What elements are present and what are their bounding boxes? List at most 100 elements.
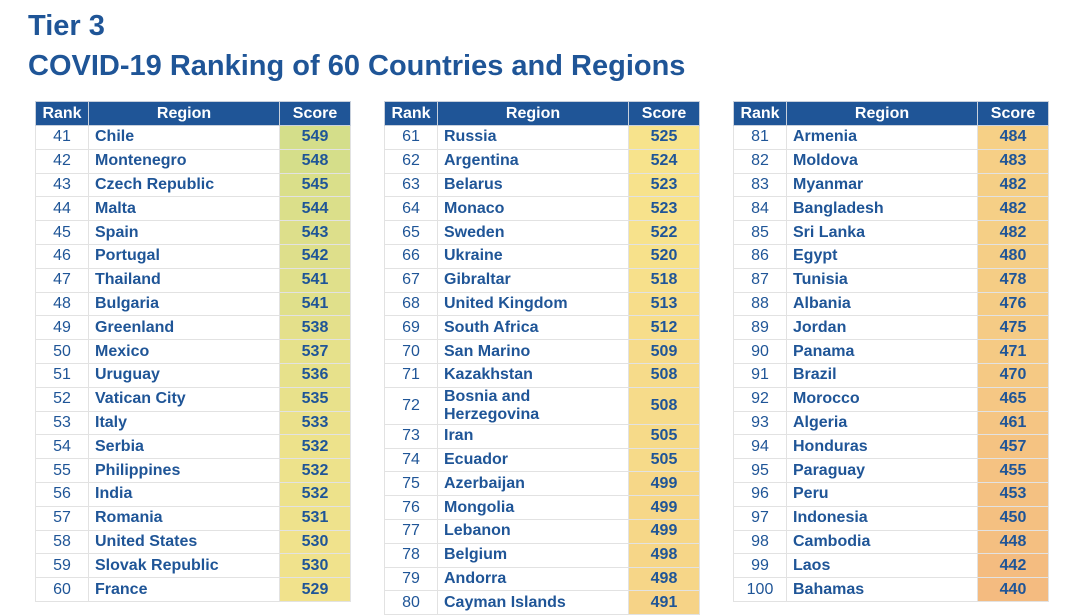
region-cell: Jordan	[786, 315, 978, 341]
score-cell: 471	[977, 339, 1049, 364]
rank-cell: 94	[733, 434, 787, 460]
table-row: 76 Mongolia 499	[384, 495, 700, 520]
score-cell: 499	[628, 518, 700, 544]
score-cell: 533	[279, 410, 351, 436]
score-cell: 470	[977, 362, 1049, 388]
region-cell: Bangladesh	[786, 196, 978, 222]
region-cell: Peru	[786, 481, 978, 507]
table-row: 48 Bulgaria 541	[35, 291, 351, 317]
score-cell: 544	[279, 196, 351, 222]
region-cell: Albania	[786, 291, 978, 317]
region-header: Region	[88, 101, 280, 126]
score-cell: 532	[279, 481, 351, 507]
region-cell: Cambodia	[786, 529, 978, 555]
table-row: 73 Iran 505	[384, 423, 700, 449]
rank-cell: 52	[35, 386, 89, 412]
rank-cell: 87	[733, 267, 787, 293]
table-row: 63 Belarus 523	[384, 172, 700, 198]
rank-cell: 80	[384, 590, 438, 615]
table-row: 52 Vatican City 535	[35, 386, 351, 412]
table-row: 56 India 532	[35, 481, 351, 507]
score-cell: 505	[628, 423, 700, 449]
rank-cell: 96	[733, 481, 787, 507]
table-row: 43 Czech Republic 545	[35, 172, 351, 198]
region-cell: Honduras	[786, 434, 978, 460]
table-row: 93 Algeria 461	[733, 410, 1049, 436]
rank-cell: 92	[733, 386, 787, 412]
score-cell: 532	[279, 458, 351, 483]
table-row: 95 Paraguay 455	[733, 458, 1049, 483]
region-cell: Malta	[88, 196, 280, 222]
rank-cell: 68	[384, 291, 438, 317]
score-cell: 529	[279, 577, 351, 602]
score-cell: 480	[977, 243, 1049, 269]
region-cell: Brazil	[786, 362, 978, 388]
rank-cell: 100	[733, 577, 787, 602]
rank-cell: 98	[733, 529, 787, 555]
region-cell: Cayman Islands	[437, 590, 629, 615]
table-row: 71 Kazakhstan 508	[384, 362, 700, 388]
score-cell: 483	[977, 148, 1049, 174]
rank-cell: 71	[384, 362, 438, 388]
score-cell: 541	[279, 291, 351, 317]
region-cell: Armenia	[786, 125, 978, 150]
table-row: 78 Belgium 498	[384, 542, 700, 568]
table-row: 42 Montenegro 548	[35, 148, 351, 174]
score-cell: 482	[977, 220, 1049, 245]
region-cell: Gibraltar	[437, 267, 629, 293]
table-row: 57 Romania 531	[35, 505, 351, 531]
rank-cell: 97	[733, 505, 787, 531]
score-cell: 523	[628, 196, 700, 222]
score-cell: 448	[977, 529, 1049, 555]
rank-cell: 46	[35, 243, 89, 269]
region-cell: Moldova	[786, 148, 978, 174]
score-cell: 499	[628, 471, 700, 497]
rank-cell: 95	[733, 458, 787, 483]
rank-header: Rank	[733, 101, 787, 126]
region-cell: Czech Republic	[88, 172, 280, 198]
score-cell: 530	[279, 553, 351, 579]
region-cell: Ecuador	[437, 447, 629, 473]
rank-cell: 90	[733, 339, 787, 364]
region-cell: Paraguay	[786, 458, 978, 483]
rank-cell: 43	[35, 172, 89, 198]
score-cell: 549	[279, 125, 351, 150]
rank-cell: 55	[35, 458, 89, 483]
rank-cell: 99	[733, 553, 787, 579]
rank-cell: 93	[733, 410, 787, 436]
rank-header: Rank	[35, 101, 89, 126]
score-cell: 542	[279, 243, 351, 269]
table-row: 83 Myanmar 482	[733, 172, 1049, 198]
rank-cell: 51	[35, 362, 89, 388]
ranking-table-3: Rank Region Score 81 Armenia 484 82 Moldova 483 8…	[733, 101, 1049, 602]
rank-cell: 41	[35, 125, 89, 150]
page-title: Tier 3	[28, 10, 105, 42]
region-cell: Thailand	[88, 267, 280, 293]
rank-cell: 83	[733, 172, 787, 198]
region-cell: France	[88, 577, 280, 602]
region-cell: South Africa	[437, 315, 629, 341]
region-cell: Egypt	[786, 243, 978, 269]
table-row: 97 Indonesia 450	[733, 505, 1049, 531]
table-row: 53 Italy 533	[35, 410, 351, 436]
table-row: 62 Argentina 524	[384, 148, 700, 174]
region-cell: United States	[88, 529, 280, 555]
rank-cell: 69	[384, 315, 438, 341]
table-row: 44 Malta 544	[35, 196, 351, 222]
region-cell: Belgium	[437, 542, 629, 568]
rank-cell: 72	[384, 386, 438, 425]
score-cell: 453	[977, 481, 1049, 507]
score-cell: 450	[977, 505, 1049, 531]
region-cell: Argentina	[437, 148, 629, 174]
table-row: 41 Chile 549	[35, 125, 351, 150]
table-row: 94 Honduras 457	[733, 434, 1049, 460]
rank-header: Rank	[384, 101, 438, 126]
region-cell: Tunisia	[786, 267, 978, 293]
region-cell: Kazakhstan	[437, 362, 629, 388]
table-row: 59 Slovak Republic 530	[35, 553, 351, 579]
region-cell: Morocco	[786, 386, 978, 412]
rank-cell: 56	[35, 481, 89, 507]
region-cell: Uruguay	[88, 362, 280, 388]
region-header: Region	[786, 101, 978, 126]
score-cell: 498	[628, 542, 700, 568]
